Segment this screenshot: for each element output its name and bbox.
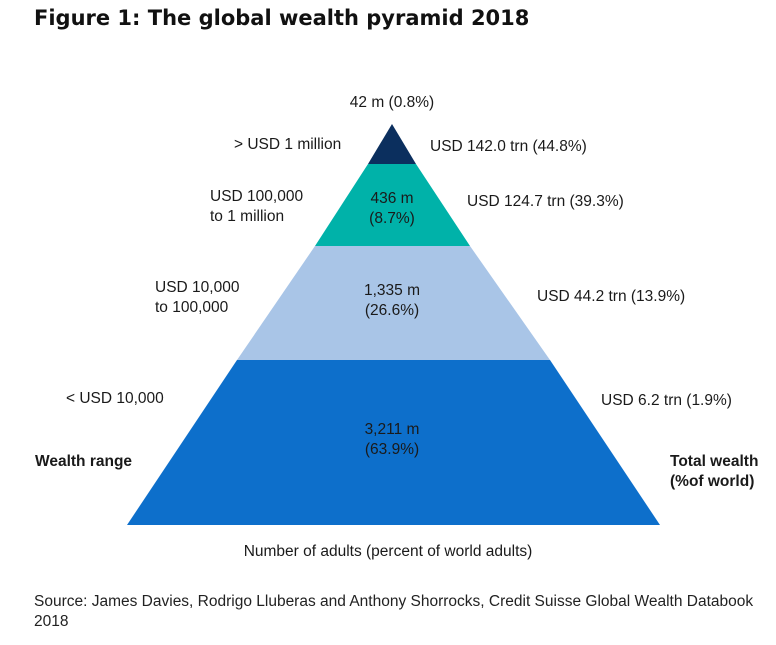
tier-3-shape bbox=[237, 246, 550, 360]
tier-3-range-label: USD 10,000 to 100,000 bbox=[155, 278, 239, 318]
tier-2-wealth-label: USD 124.7 trn (39.3%) bbox=[467, 193, 624, 210]
tier-2-range-line1: USD 100,000 bbox=[210, 188, 304, 205]
chart-title: Figure 1: The global wealth pyramid 2018 bbox=[34, 6, 530, 30]
tier-4-wealth-label: USD 6.2 trn (1.9%) bbox=[601, 392, 732, 409]
tier-3-range-line2: to 100,000 bbox=[155, 299, 229, 316]
tier-1-shape bbox=[368, 124, 416, 164]
x-axis-label: Number of adults (percent of world adult… bbox=[243, 543, 533, 560]
total-wealth-axis-label: Total wealth (%of world) bbox=[670, 452, 758, 492]
tier-3-wealth-label: USD 44.2 trn (13.9%) bbox=[537, 288, 686, 305]
tier-4-adults-label: 3,211 m (63.9%) bbox=[332, 420, 452, 460]
tier-1-range-label: > USD 1 million bbox=[234, 136, 342, 153]
tier-4-range-label: < USD 10,000 bbox=[66, 390, 164, 407]
tier-2-shape bbox=[315, 164, 470, 246]
tier-2-adults-percent: (8.7%) bbox=[369, 210, 415, 227]
tier-3-adults-label: 1,335 m (26.6%) bbox=[332, 281, 452, 321]
tier-2-range-line2: to 1 million bbox=[210, 208, 285, 225]
tier-4-adults-percent: (63.9%) bbox=[364, 441, 420, 458]
source-note: Source: James Davies, Rodrigo Lluberas a… bbox=[34, 593, 754, 630]
tier-2-range-label: USD 100,000 to 1 million bbox=[210, 187, 303, 227]
tier-2-adults-count: 436 m bbox=[370, 190, 414, 207]
total-wealth-axis-line2: (%of world) bbox=[670, 473, 755, 490]
tier-1-wealth-label: USD 142.0 trn (44.8%) bbox=[430, 138, 587, 155]
total-wealth-axis-line1: Total wealth bbox=[670, 453, 759, 470]
tier-4-adults-count: 3,211 m bbox=[364, 421, 420, 438]
wealth-range-axis-label: Wealth range bbox=[35, 453, 133, 470]
tier-2-adults-label: 436 m (8.7%) bbox=[332, 189, 452, 229]
tier-3-adults-percent: (26.6%) bbox=[364, 302, 420, 319]
tier-4-shape bbox=[127, 360, 660, 525]
tier-3-adults-count: 1,335 m bbox=[363, 282, 420, 299]
tier-3-range-line1: USD 10,000 bbox=[155, 279, 240, 296]
tier-1-adults-label: 42 m (0.8%) bbox=[349, 94, 435, 111]
